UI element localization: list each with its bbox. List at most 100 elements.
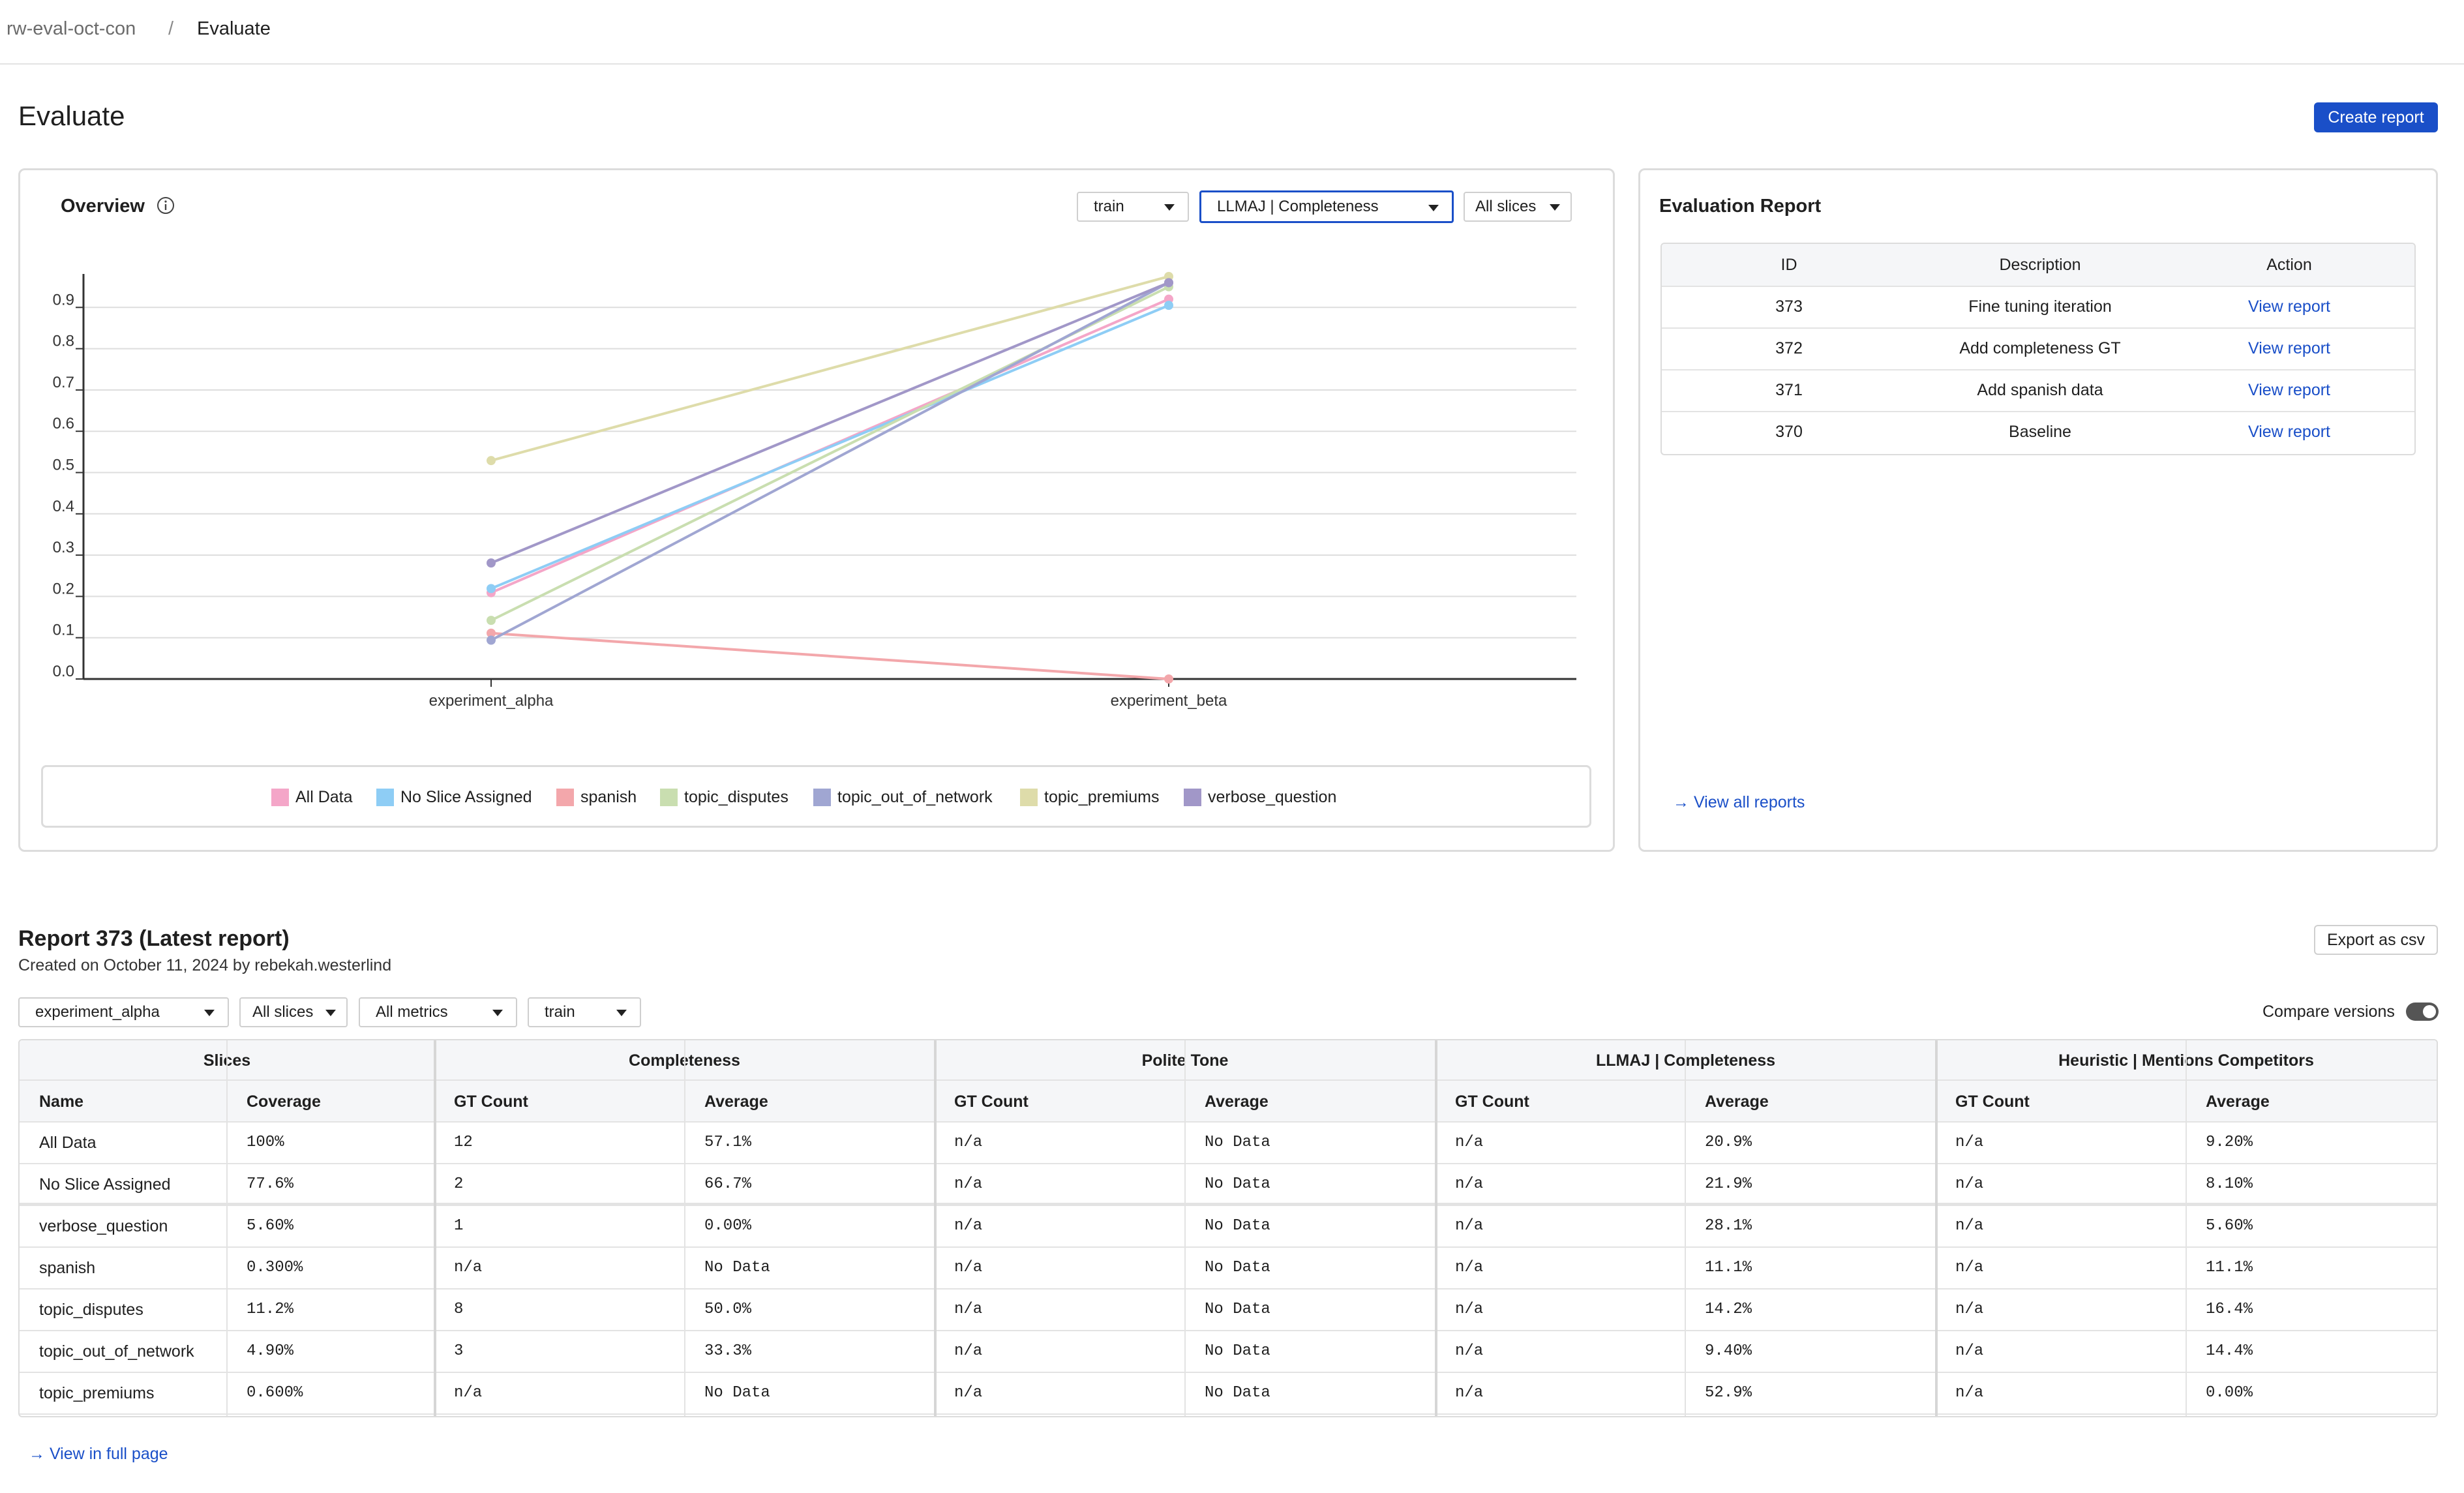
metrics-select[interactable]: All metrics: [359, 997, 517, 1027]
legend-item[interactable]: verbose_question: [1184, 788, 1336, 807]
overview-title: Overview: [61, 196, 145, 217]
view-report-link[interactable]: View report: [2248, 381, 2330, 399]
legend-label: All Data: [295, 788, 353, 806]
table-cell: No Data: [1205, 1342, 1270, 1360]
column-header: Average: [1685, 1081, 1936, 1123]
compare-versions-toggle[interactable]: [2406, 1003, 2439, 1021]
legend-swatch: [376, 789, 394, 806]
table-cell: No Data: [1205, 1259, 1270, 1276]
table-cell: No Data: [1205, 1384, 1270, 1402]
view-report-link[interactable]: View report: [2248, 423, 2330, 441]
column-header: GT Count: [1936, 1081, 2186, 1123]
table-cell: n/a: [954, 1134, 983, 1151]
column-header: GT Count: [935, 1081, 1185, 1123]
table-cell: n/a: [1955, 1342, 1984, 1360]
slice-select[interactable]: All slices: [1464, 192, 1572, 222]
table-cell: 21.9%: [1705, 1175, 1752, 1193]
export-csv-button[interactable]: Export as csv: [2314, 925, 2438, 955]
table-cell: No Data: [1205, 1134, 1270, 1151]
table-cell: 14.2%: [1705, 1301, 1752, 1318]
slice-name: topic_disputes: [39, 1301, 143, 1319]
metrics-select-value: All metrics: [376, 1003, 448, 1021]
slice-select-value: All slices: [1475, 198, 1537, 215]
slice-name: No Slice Assigned: [39, 1175, 171, 1194]
table-cell: 11.1%: [2206, 1259, 2253, 1276]
column-header: Coverage: [227, 1081, 434, 1123]
table-cell: 20.9%: [1705, 1134, 1752, 1151]
create-report-button[interactable]: Create report: [2314, 102, 2438, 132]
legend-label: topic_premiums: [1044, 788, 1160, 806]
table-cell: n/a: [954, 1384, 983, 1402]
table-cell: n/a: [1955, 1175, 1984, 1193]
table-cell: 11.1%: [1705, 1259, 1752, 1276]
table-cell: 77.6%: [247, 1175, 294, 1193]
report-slice-select-value: All slices: [252, 1003, 314, 1021]
top-bar: rw-eval-oct-con / Evaluate: [0, 0, 2464, 65]
slice-name: spanish: [39, 1259, 96, 1277]
view-report-link[interactable]: View report: [2248, 339, 2330, 357]
experiment-select[interactable]: experiment_alpha: [18, 997, 229, 1027]
split-select[interactable]: train: [1077, 192, 1189, 222]
table-cell: No Data: [704, 1384, 770, 1402]
metric-select[interactable]: LLMAJ | Completeness: [1199, 190, 1454, 223]
table-cell: n/a: [454, 1384, 483, 1402]
column-divider: [226, 1040, 228, 1416]
table-cell: 0.00%: [704, 1217, 752, 1235]
legend-item[interactable]: spanish: [556, 788, 637, 807]
table-cell: 0.600%: [247, 1384, 303, 1402]
legend-swatch: [271, 789, 289, 806]
column-header-id: ID: [1780, 256, 1797, 274]
legend-item[interactable]: All Data: [271, 788, 353, 807]
table-row: topic_disputes 11.2% 8 50.0% n/a No Data n/a 14…: [20, 1289, 2437, 1331]
table-cell: No Data: [704, 1259, 770, 1276]
table-cell: n/a: [1955, 1259, 1984, 1276]
legend-swatch: [556, 789, 574, 806]
view-all-reports-link[interactable]: → View all reports: [1673, 793, 1805, 811]
compare-versions-label: Compare versions: [2262, 1003, 2395, 1021]
table-cell: 9.40%: [1705, 1342, 1752, 1360]
table-cell: 8.10%: [2206, 1175, 2253, 1193]
report-split-select[interactable]: train: [528, 997, 641, 1027]
table-cell: n/a: [1455, 1384, 1484, 1402]
legend-label: verbose_question: [1208, 788, 1337, 806]
table-cell: 12: [454, 1134, 473, 1151]
view-report-link[interactable]: View report: [2248, 297, 2330, 316]
breadcrumb-project[interactable]: rw-eval-oct-con: [7, 18, 136, 39]
table-cell: 16.4%: [2206, 1301, 2253, 1318]
table-cell: n/a: [954, 1217, 983, 1235]
table-row: No Slice Assigned 77.6% 2 66.7% n/a No Data n/…: [20, 1164, 2437, 1206]
report-id: 373: [1775, 297, 1803, 316]
info-icon[interactable]: [157, 196, 175, 215]
table-cell: 8: [454, 1301, 464, 1318]
report-id: 371: [1775, 381, 1803, 399]
report-slice-select[interactable]: All slices: [239, 997, 348, 1027]
report-description: Baseline: [2009, 423, 2071, 441]
column-divider: [434, 1040, 436, 1416]
toggle-knob: [2423, 1005, 2436, 1018]
table-header-row: ID Description Action: [1662, 244, 2414, 287]
slice-name: topic_premiums: [39, 1384, 155, 1402]
column-divider: [684, 1040, 685, 1416]
table-cell: 33.3%: [704, 1342, 752, 1360]
report-id: 372: [1775, 339, 1803, 357]
chevron-down-icon: [204, 1010, 215, 1016]
table-row: All Data 100% 12 57.1% n/a No Data n/a 20.9% n/a…: [20, 1123, 2437, 1164]
table-cell: No Data: [1205, 1175, 1270, 1193]
legend-swatch: [813, 789, 831, 806]
table-cell: n/a: [1955, 1134, 1984, 1151]
report-description: Add completeness GT: [1959, 339, 2121, 357]
legend-item[interactable]: No Slice Assigned: [376, 788, 532, 807]
table-cell: n/a: [954, 1342, 983, 1360]
table-cell: n/a: [454, 1259, 483, 1276]
legend-item[interactable]: topic_premiums: [1020, 788, 1159, 807]
legend-swatch: [1184, 789, 1201, 806]
column-divider: [1935, 1040, 1938, 1416]
report-subtitle: Created on October 11, 2024 by rebekah.w…: [18, 956, 392, 974]
legend-item[interactable]: topic_disputes: [660, 788, 789, 807]
table-cell: No Data: [1205, 1217, 1270, 1235]
table-row: topic_out_of_network 4.90% 3 33.3% n/a No Dat…: [20, 1331, 2437, 1373]
view-full-page-link[interactable]: → View in full page: [29, 1445, 168, 1463]
legend-item[interactable]: topic_out_of_network: [813, 788, 993, 807]
split-select-value: train: [1094, 198, 1124, 215]
